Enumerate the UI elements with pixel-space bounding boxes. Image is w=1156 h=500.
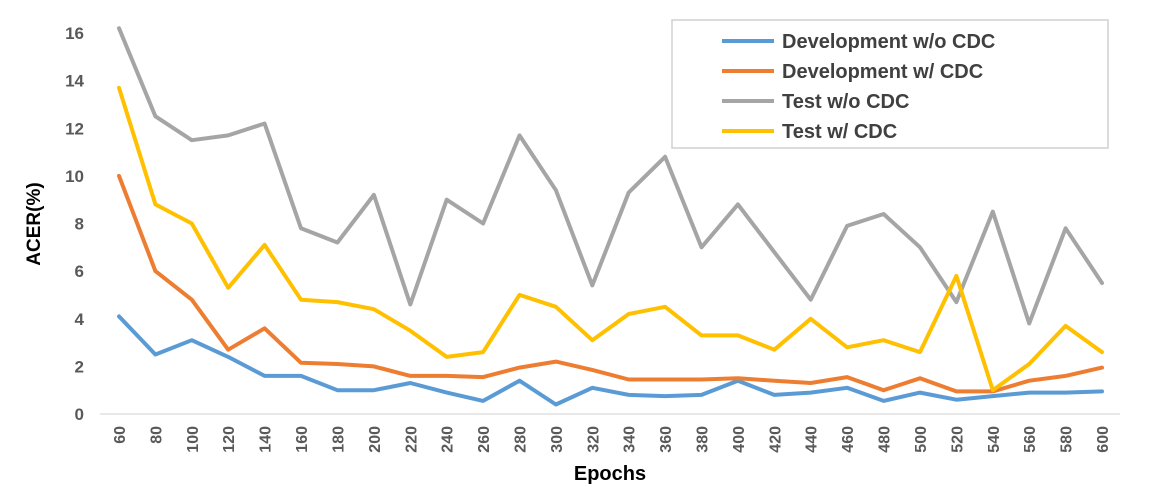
x-tick-label: 560 (1022, 426, 1039, 453)
series-line-1 (117, 314, 1104, 407)
series-line-4 (117, 85, 1104, 393)
legend-label: Test w/ CDC (782, 121, 897, 143)
y-tick-label: 16 (65, 24, 84, 43)
x-tick-label: 440 (804, 426, 821, 453)
x-tick-label: 500 (913, 426, 930, 453)
series-line-3 (117, 26, 1104, 326)
x-tick-label: 160 (294, 426, 311, 453)
y-tick-label: 10 (65, 167, 84, 186)
x-tick-label: 300 (549, 426, 566, 453)
y-tick-label: 2 (75, 357, 84, 376)
x-tick-label: 240 (440, 426, 457, 453)
x-tick-label: 200 (367, 426, 384, 453)
x-tick-label: 320 (585, 426, 602, 453)
y-tick-label: 14 (65, 72, 84, 91)
y-tick-label: 8 (75, 215, 84, 234)
y-axis-ticks: 0 2 4 6 8 10 12 14 16 (65, 24, 84, 424)
x-tick-label: 280 (512, 426, 529, 453)
x-tick-label: 180 (330, 426, 347, 453)
x-tick-label: 140 (258, 426, 275, 453)
legend-label: Test w/o CDC (782, 91, 909, 113)
x-tick-label: 100 (185, 426, 202, 453)
x-tick-label: 260 (476, 426, 493, 453)
x-tick-label: 220 (403, 426, 420, 453)
x-tick-label: 60 (112, 426, 129, 444)
x-tick-label: 580 (1059, 426, 1076, 453)
series-line-2 (117, 173, 1104, 394)
x-tick-label: 480 (877, 426, 894, 453)
legend: Development w/o CDC Development w/ CDC Tes… (671, 19, 1109, 149)
y-tick-label: 12 (65, 119, 84, 138)
y-tick-label: 4 (75, 310, 85, 329)
x-tick-label: 380 (695, 426, 712, 453)
x-tick-label: 340 (622, 426, 639, 453)
x-tick-label: 400 (731, 426, 748, 453)
y-tick-label: 6 (75, 262, 84, 281)
y-tick-label: 0 (75, 405, 84, 424)
x-axis-title: Epochs (574, 463, 646, 485)
y-axis-title: ACER(%) (24, 182, 45, 265)
x-axis-ticks: 60 80 100 120 140 160 180 200 220 240 260 280 300 320… (112, 426, 1112, 453)
x-tick-label: 120 (221, 426, 238, 453)
x-tick-label: 600 (1095, 426, 1112, 453)
legend-label: Development w/o CDC (782, 31, 995, 53)
x-tick-label: 80 (148, 426, 165, 444)
x-tick-label: 540 (986, 426, 1003, 453)
legend-label: Development w/ CDC (782, 61, 983, 83)
x-tick-label: 520 (949, 426, 966, 453)
series-lines (117, 26, 1104, 407)
x-tick-label: 420 (767, 426, 784, 453)
x-tick-label: 460 (840, 426, 857, 453)
x-tick-label: 360 (658, 426, 675, 453)
